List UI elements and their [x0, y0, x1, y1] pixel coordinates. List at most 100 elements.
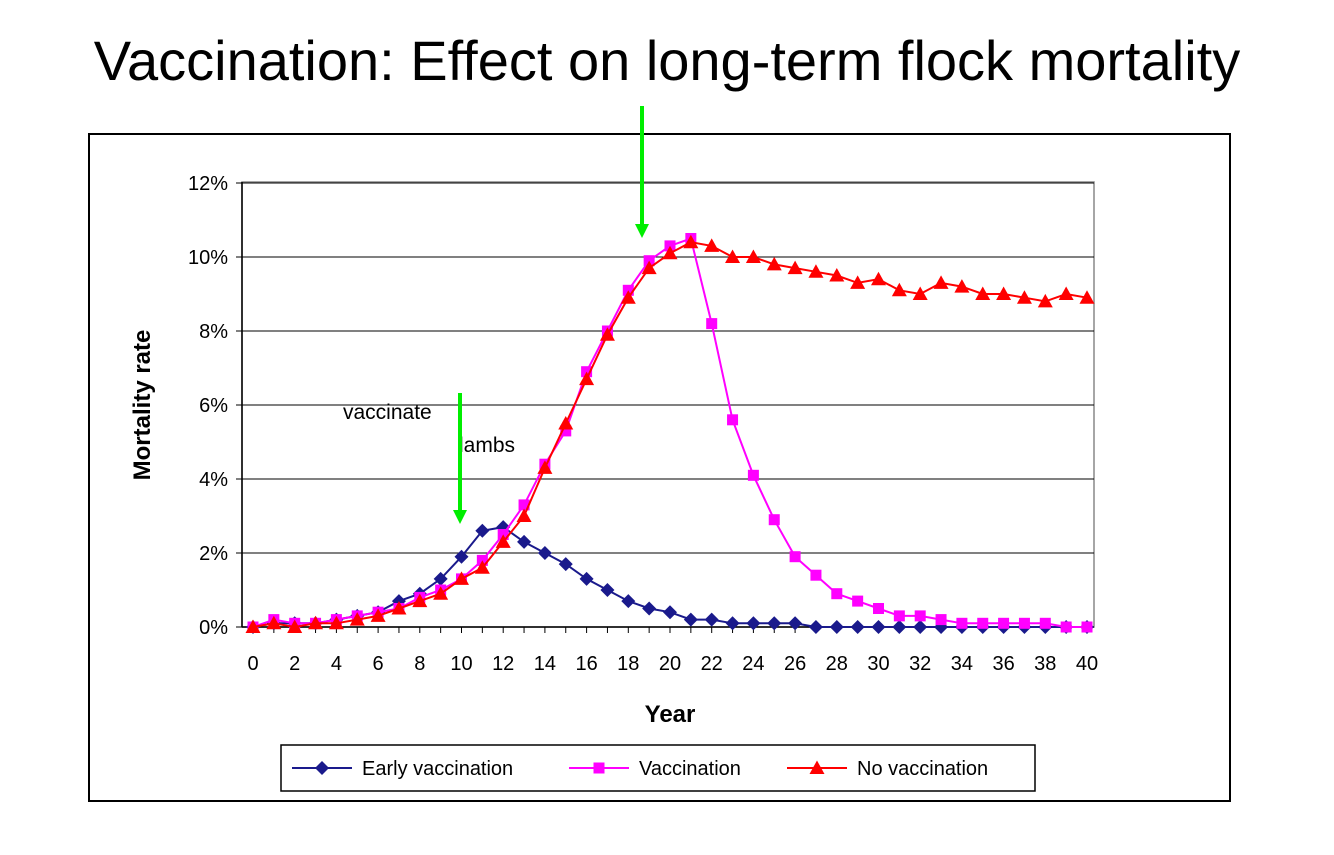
data-point-no-vaccination — [454, 571, 469, 585]
x-tick-label: 6 — [373, 653, 384, 675]
data-point-vaccination — [1039, 617, 1051, 629]
data-point-no-vaccination — [516, 508, 532, 522]
y-tick-label: 2% — [199, 543, 228, 565]
x-tick-label: 40 — [1076, 653, 1098, 675]
data-point-no-vaccination — [641, 260, 657, 275]
x-tick-label: 0 — [247, 653, 258, 675]
data-point-early-vaccination — [683, 612, 698, 627]
x-axis-ticks: 0 2 4 6 8 10 12 14 16 18 20 22 24 26 28 30 32 34 36 38 40 — [247, 627, 1098, 675]
data-point-early-vaccination — [663, 605, 677, 620]
y-tick-label: 0% — [199, 617, 228, 639]
data-point-no-vaccination — [537, 460, 553, 474]
y-tick-label: 4% — [199, 469, 228, 491]
data-point-early-vaccination — [537, 546, 552, 560]
data-point-early-vaccination — [746, 616, 761, 631]
annotation-lambs: lambs — [459, 434, 515, 457]
legend-marker — [593, 762, 605, 774]
data-point-no-vaccination — [599, 327, 615, 341]
data-point-vaccination — [998, 617, 1010, 629]
data-point-no-vaccination — [1037, 293, 1053, 308]
y-tick-label: 12% — [188, 173, 228, 195]
vaccination-start-arrow — [635, 106, 649, 238]
data-point-no-vaccination — [391, 601, 407, 615]
data-point-vaccination — [893, 610, 905, 622]
data-point-early-vaccination — [621, 594, 636, 609]
data-point-vaccination — [1081, 621, 1093, 633]
data-point-no-vaccination — [745, 249, 761, 263]
data-point-no-vaccination — [558, 416, 574, 430]
data-point-no-vaccination — [912, 286, 928, 300]
data-point-early-vaccination — [475, 523, 490, 538]
data-point-no-vaccination — [704, 238, 720, 252]
data-point-no-vaccination — [328, 615, 344, 630]
data-point-no-vaccination — [1079, 290, 1095, 304]
legend: Early vaccination Vaccination No vaccinati… — [280, 744, 1036, 792]
data-point-vaccination — [873, 603, 884, 614]
data-point-early-vaccination — [850, 620, 865, 634]
data-point-vaccination — [831, 588, 843, 600]
data-point-vaccination — [1060, 621, 1072, 633]
data-point-no-vaccination — [1058, 286, 1074, 300]
data-point-no-vaccination — [579, 371, 595, 386]
data-point-vaccination — [518, 499, 530, 511]
x-tick-label: 18 — [617, 653, 639, 675]
legend-item-no-vaccination: No vaccination — [787, 758, 988, 780]
data-point-no-vaccination — [787, 260, 803, 275]
data-point-no-vaccination — [245, 619, 261, 633]
x-tick-label: 14 — [534, 653, 556, 675]
data-point-no-vaccination — [975, 286, 991, 300]
data-point-no-vaccination — [891, 282, 907, 297]
x-axis-label: Year — [645, 701, 696, 728]
x-tick-label: 16 — [575, 653, 597, 675]
data-point-early-vaccination — [767, 616, 782, 631]
data-point-early-vaccination — [892, 620, 907, 634]
data-point-no-vaccination — [725, 249, 741, 263]
x-tick-label: 34 — [951, 653, 973, 675]
data-point-early-vaccination — [808, 620, 823, 634]
data-point-no-vaccination — [954, 279, 970, 293]
x-tick-label: 10 — [450, 653, 472, 675]
data-point-early-vaccination — [579, 571, 594, 586]
data-point-vaccination — [935, 614, 947, 626]
data-point-no-vaccination — [266, 615, 282, 630]
x-tick-label: 28 — [826, 653, 848, 675]
data-point-vaccination — [956, 617, 968, 629]
data-point-vaccination — [852, 595, 864, 607]
y-tick-label: 6% — [199, 395, 228, 417]
x-tick-label: 26 — [784, 653, 806, 675]
series-no-vaccination — [245, 234, 1095, 633]
data-point-no-vaccination — [996, 286, 1012, 300]
data-point-early-vaccination — [725, 616, 740, 631]
legend-marker — [809, 760, 825, 774]
data-point-no-vaccination — [349, 612, 365, 626]
data-point-early-vaccination — [517, 534, 532, 549]
data-point-early-vaccination — [642, 601, 657, 616]
data-point-no-vaccination — [495, 534, 511, 548]
vaccination-start-arrow — [453, 393, 467, 524]
data-point-no-vaccination — [683, 234, 699, 249]
data-point-no-vaccination — [871, 271, 886, 286]
data-point-no-vaccination — [808, 264, 824, 278]
y-tick-label: 8% — [199, 321, 228, 343]
x-tick-label: 2 — [289, 653, 300, 675]
data-point-no-vaccination — [474, 560, 490, 574]
data-point-early-vaccination — [600, 583, 615, 597]
x-tick-label: 30 — [867, 653, 889, 675]
data-point-no-vaccination — [662, 245, 678, 260]
annotation-vaccinate: vaccinate — [343, 401, 432, 424]
gridlines — [242, 182, 1094, 628]
x-tick-label: 22 — [701, 653, 723, 675]
data-point-vaccination — [706, 318, 718, 330]
data-point-early-vaccination — [788, 616, 803, 631]
series-layer — [245, 233, 1095, 634]
y-axis-label: Mortality rate — [129, 330, 156, 481]
data-point-vaccination — [560, 425, 572, 437]
data-point-no-vaccination — [620, 290, 636, 304]
x-tick-label: 32 — [909, 653, 931, 675]
slide-title: Vaccination: Effect on long-term flock m… — [93, 29, 1241, 92]
annotations: vaccinate lambs — [343, 106, 649, 524]
data-point-vaccination — [768, 514, 780, 526]
legend-label: No vaccination — [857, 758, 988, 780]
data-point-no-vaccination — [933, 275, 949, 289]
